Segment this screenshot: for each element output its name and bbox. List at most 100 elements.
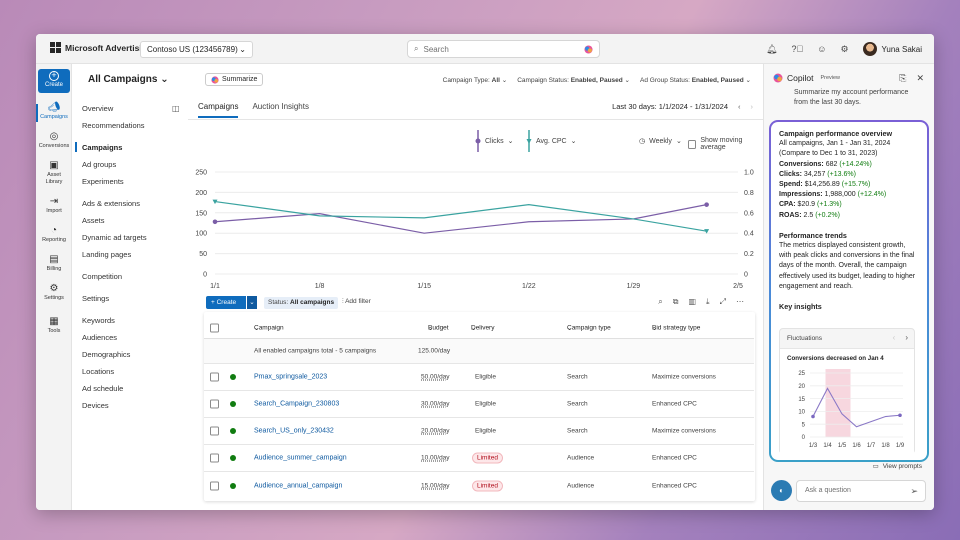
account-selector[interactable]: Contoso US (123456789) ⌄: [140, 41, 253, 58]
moving-average-toggle[interactable]: Show moving average: [688, 137, 763, 151]
search-box[interactable]: ⌕ Search: [407, 40, 600, 58]
nav-demographics[interactable]: Demographics: [82, 350, 131, 359]
view-prompts-button[interactable]: ▭ View prompts: [872, 462, 922, 471]
nav-dynamic-ad-targets[interactable]: Dynamic ad targets: [82, 233, 147, 242]
nav-locations[interactable]: Locations: [82, 367, 115, 376]
nav-assets[interactable]: Assets: [82, 216, 105, 225]
nav-campaigns[interactable]: Campaigns: [74, 142, 123, 152]
chevron-right-icon[interactable]: ›: [750, 102, 754, 111]
chevron-left-icon[interactable]: ‹: [738, 102, 741, 111]
budget-value[interactable]: 10.00/day: [421, 454, 450, 462]
col-campaign-type[interactable]: Campaign type ⌄: [567, 324, 611, 332]
campaign-link[interactable]: Search_Campaign_230803: [254, 400, 340, 408]
table-create-button[interactable]: + Create ⌄: [206, 296, 257, 309]
bell-icon[interactable]: 🔔︎: [766, 43, 778, 54]
campaign-link[interactable]: Pmax_springsale_2023: [254, 373, 328, 381]
granularity-selector[interactable]: ◷ Weekly ⌄: [639, 137, 682, 146]
col-budget[interactable]: Budget ⌄: [428, 324, 449, 332]
share-icon[interactable]: ⎘: [899, 73, 907, 83]
nav-audiences[interactable]: Audiences: [82, 333, 118, 342]
rail-item-reporting[interactable]: ◔ Reporting: [36, 225, 72, 244]
rail-label: Tools: [47, 328, 61, 334]
copilot-avatar[interactable]: ◐: [771, 480, 792, 501]
rail-item-import[interactable]: ⇥ Import: [36, 196, 72, 215]
table-row: Search_Campaign_230803 30.00/day Eligibl…: [204, 391, 754, 418]
add-filter-button[interactable]: ⫶ Add filter: [342, 298, 371, 305]
ask-question-input[interactable]: Ask a question ➢: [796, 480, 926, 502]
nav-devices[interactable]: Devices: [82, 401, 109, 410]
chevron-down-icon[interactable]: ⌄: [246, 296, 257, 309]
row-checkbox[interactable]: [210, 481, 219, 490]
rail-item-settings[interactable]: ⚙ Settings: [36, 283, 72, 302]
summarize-button[interactable]: Summarize: [205, 73, 264, 86]
feedback-icon[interactable]: ☺: [817, 44, 827, 54]
chevron-left-icon[interactable]: ‹: [892, 333, 896, 342]
columns-icon[interactable]: ▥: [688, 297, 697, 306]
col-campaign[interactable]: Campaign ⌄: [254, 324, 284, 332]
nav-settings[interactable]: Settings: [82, 294, 110, 303]
download-icon[interactable]: ⤓: [706, 297, 710, 306]
row-checkbox[interactable]: [210, 426, 219, 436]
delivery-status: Eligible: [475, 400, 496, 408]
ad-group-status-filter[interactable]: Ad Group Status: Enabled, Paused ⌄: [640, 77, 751, 84]
campaign-status-filter[interactable]: Campaign Status: Enabled, Paused ⌄: [517, 77, 631, 84]
campaign-link[interactable]: Audience_summer_campaign: [254, 454, 347, 462]
metric1-selector[interactable]: Clicks ⌄: [475, 130, 514, 152]
budget-value[interactable]: 30.00/day: [421, 400, 450, 408]
chevron-right-icon[interactable]: ›: [905, 333, 908, 342]
moving-average-checkbox[interactable]: [688, 139, 697, 149]
campaign-link[interactable]: Search_US_only_230432: [254, 427, 334, 435]
row-checkbox[interactable]: [210, 399, 219, 409]
expand-icon[interactable]: ⤢: [719, 297, 726, 306]
tab-auction-insights[interactable]: Auction Insights: [252, 102, 309, 111]
more-icon[interactable]: ⋯: [736, 297, 744, 306]
nav-ads-extensions[interactable]: Ads & extensions: [82, 199, 140, 208]
campaign-link[interactable]: Audience_annual_campaign: [254, 482, 343, 489]
table-row: Search_US_only_230432 20.00/day Eligible…: [204, 418, 754, 445]
brand-logo[interactable]: Microsoft Advertising: [50, 42, 152, 53]
status-filter-chip[interactable]: Status: All campaigns: [264, 297, 339, 309]
rail-item-campaigns[interactable]: 📣︎ Campaigns: [36, 102, 72, 122]
rail-item-tools[interactable]: ▦ Tools: [36, 316, 72, 335]
copy-icon[interactable]: ⧉: [672, 297, 679, 306]
row-checkbox[interactable]: [210, 453, 219, 463]
user-menu[interactable]: Yuna Sakai: [862, 42, 922, 56]
fluctuations-card[interactable]: Fluctuations ‹ › Conversions decreased on…: [779, 328, 915, 454]
page-title[interactable]: All Campaigns ⌄: [88, 74, 169, 85]
tab-campaigns[interactable]: Campaigns: [198, 102, 239, 118]
close-icon[interactable]: ✕: [916, 73, 924, 83]
campaign-type-filter[interactable]: Campaign Type: All ⌄: [442, 77, 508, 84]
limited-badge[interactable]: Limited: [472, 480, 503, 491]
select-all-checkbox[interactable]: [210, 323, 219, 332]
nav-experiments[interactable]: Experiments: [82, 177, 124, 186]
nav-recommendations[interactable]: Recommendations: [82, 121, 145, 130]
nav-landing-pages[interactable]: Landing pages: [82, 250, 132, 259]
rail-item-conversions[interactable]: ◎ Conversions: [36, 131, 72, 150]
budget-value[interactable]: 20.00/day: [421, 427, 450, 435]
metric2-selector[interactable]: Avg. CPC ⌄: [526, 130, 576, 152]
send-icon[interactable]: ➢: [910, 486, 918, 496]
row-checkbox[interactable]: [210, 372, 219, 382]
nav-ad-groups[interactable]: Ad groups: [82, 160, 117, 169]
col-bid-strategy[interactable]: Bid strategy type ⌄: [652, 324, 701, 332]
copilot-icon[interactable]: [584, 45, 593, 56]
col-delivery[interactable]: Delivery ⌄: [471, 324, 495, 332]
rail-label: Conversions: [38, 143, 70, 149]
brand-name: Microsoft Advertising: [65, 42, 153, 53]
nav-competition[interactable]: Competition: [82, 272, 123, 281]
rail-item-asset-library[interactable]: ▣ Asset Library: [36, 160, 72, 186]
help-icon[interactable]: ?⃝: [791, 44, 804, 54]
nav-keywords[interactable]: Keywords: [82, 316, 115, 325]
campaign-type: Audience: [567, 482, 595, 489]
search-icon[interactable]: ⌕: [658, 297, 663, 306]
create-button[interactable]: + Create: [38, 69, 70, 93]
nav-overview[interactable]: Overview: [82, 104, 114, 113]
nav-ad-schedule[interactable]: Ad schedule: [82, 384, 124, 393]
budget-value[interactable]: 15.00/day: [421, 482, 450, 489]
gear-icon[interactable]: ⚙: [840, 43, 849, 54]
limited-badge[interactable]: Limited: [472, 452, 503, 464]
rail-item-billing[interactable]: ▤ Billing: [36, 254, 72, 273]
budget-value[interactable]: 50.00/day: [421, 373, 450, 381]
collapse-nav-icon[interactable]: ◫: [172, 104, 180, 113]
date-range[interactable]: Last 30 days: 1/1/2024 - 1/31/2024 ‹ ›: [612, 102, 753, 111]
